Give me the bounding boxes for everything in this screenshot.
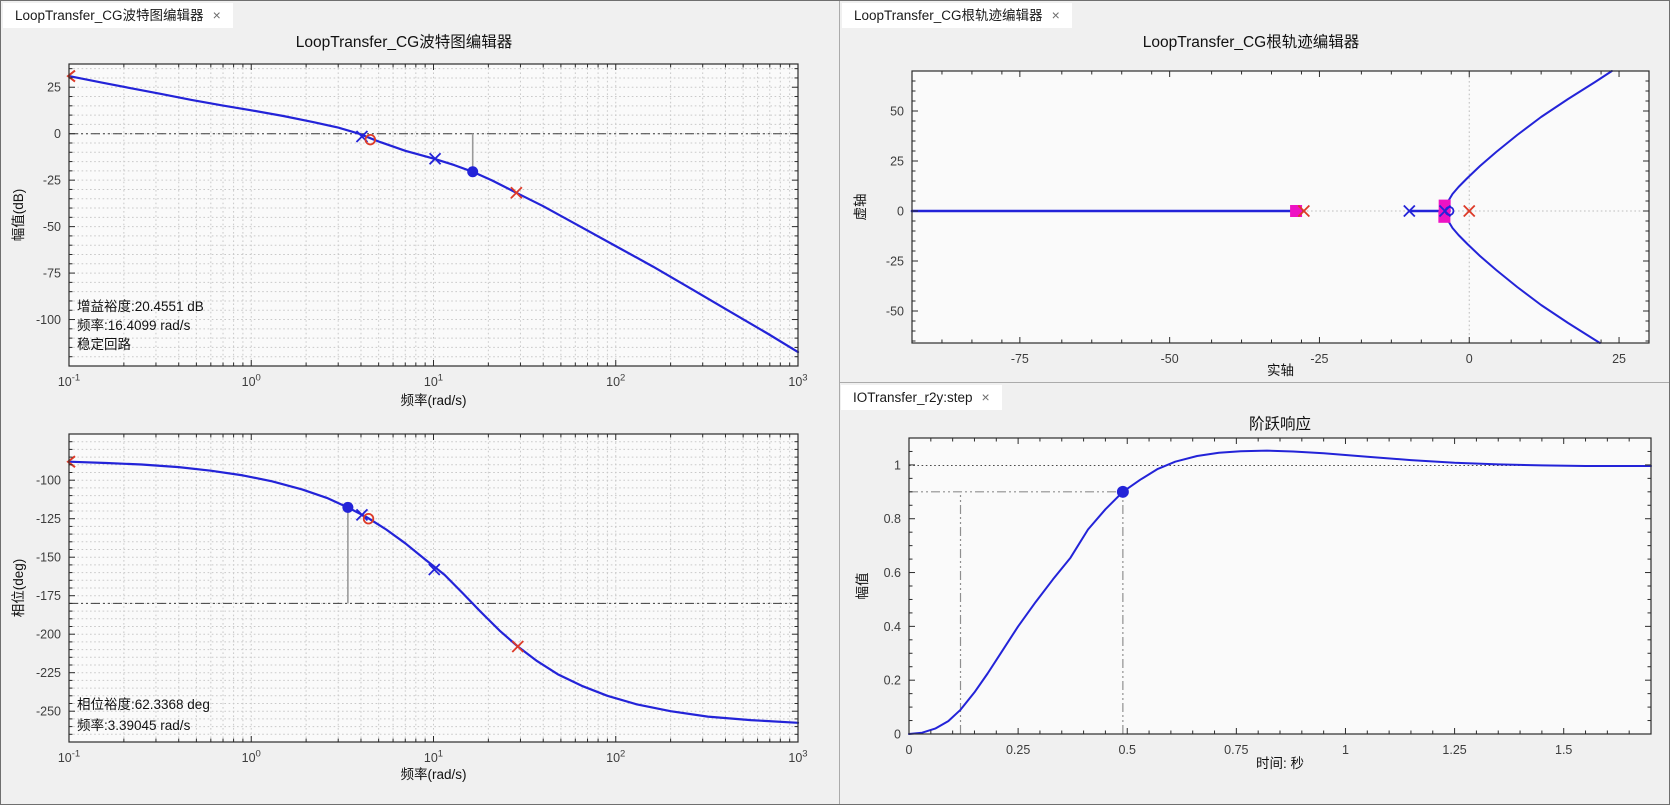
phase-margin-frequency: 频率:3.39045 rad/s <box>77 718 191 733</box>
root-locus-plot-xlabel: 实轴 <box>1267 363 1294 378</box>
svg-text:-200: -200 <box>36 628 61 642</box>
step-response-plot-axes: 0 0.25 0.5 0.75 1 1.25 1.5 0 0.2 0.4 0.6 0.8 1 时间: 秒 幅… <box>855 437 1652 771</box>
locus-branch-lower <box>1446 215 1601 344</box>
bode-phase-plot-markers[interactable] <box>66 455 524 653</box>
step-response-plot: 0 0.25 0.5 0.75 1 1.25 1.5 0 0.2 0.4 0.6 0.8 1 时间: 秒 幅… <box>855 437 1652 771</box>
svg-text:100: 100 <box>242 749 261 766</box>
svg-text:0.6: 0.6 <box>884 566 901 580</box>
svg-text:0.5: 0.5 <box>1119 743 1136 757</box>
svg-text:10-1: 10-1 <box>58 749 80 766</box>
gain-margin-annotation: 增益裕度:20.4551 dB 频率:16.4099 rad/s 稳定回路 <box>77 297 204 354</box>
svg-text:-250: -250 <box>36 705 61 719</box>
tab-bode-close-icon[interactable]: × <box>212 7 221 23</box>
tab-step-response[interactable]: IOTransfer_r2y:step × <box>841 385 1002 410</box>
svg-text:-75: -75 <box>43 267 61 281</box>
svg-text:103: 103 <box>788 373 807 390</box>
bode-editor-title: LoopTransfer_CG波特图编辑器 <box>295 34 513 51</box>
svg-text:-25: -25 <box>886 255 904 269</box>
tab-step-response-label: IOTransfer_r2y:step <box>853 390 973 405</box>
step-response-plot-xlabel: 时间: 秒 <box>1256 756 1304 771</box>
gain-margin-frequency: 频率:16.4099 rad/s <box>77 318 191 333</box>
svg-text:1: 1 <box>1342 743 1349 757</box>
svg-text:100: 100 <box>242 373 261 390</box>
tab-bode-editor[interactable]: LoopTransfer_CG波特图编辑器 × <box>3 3 233 28</box>
bode-phase-plot-xlabel: 频率(rad/s) <box>400 766 466 782</box>
svg-text:-75: -75 <box>1011 352 1029 366</box>
svg-text:0: 0 <box>906 743 913 757</box>
svg-text:1.25: 1.25 <box>1442 743 1466 757</box>
svg-text:-100: -100 <box>36 313 61 327</box>
svg-text:-50: -50 <box>43 220 61 234</box>
svg-text:0.2: 0.2 <box>884 674 901 688</box>
tab-root-locus-label: LoopTransfer_CG根轨迹编辑器 <box>854 8 1043 23</box>
svg-text:-125: -125 <box>36 512 61 526</box>
svg-text:101: 101 <box>424 373 443 390</box>
svg-text:101: 101 <box>424 749 443 766</box>
svg-text:25: 25 <box>890 155 904 169</box>
bode-phase-plot-axes: 10-1 100 101 102 103 -100 -125 -150 -175 -200 -225… <box>11 433 808 782</box>
panel-divider-horizontal <box>840 382 1669 383</box>
step-response-plot-ylabel: 幅值 <box>855 573 870 600</box>
phase-margin-annotation: 相位裕度:62.3368 deg 频率:3.39045 rad/s <box>77 694 210 736</box>
svg-text:-225: -225 <box>36 666 61 680</box>
svg-text:103: 103 <box>788 749 807 766</box>
bode-magnitude-plot-axes: 10-1 100 101 102 103 25 0 -25 -50 -75 -100 频率(rad/s… <box>11 63 808 408</box>
svg-text:1.5: 1.5 <box>1555 743 1572 757</box>
svg-text:0: 0 <box>894 728 901 742</box>
tab-root-locus-close-icon[interactable]: × <box>1051 7 1060 23</box>
svg-text:-50: -50 <box>886 305 904 319</box>
svg-text:0.4: 0.4 <box>884 620 901 634</box>
svg-text:0.8: 0.8 <box>884 512 901 526</box>
svg-text:10-1: 10-1 <box>58 373 80 390</box>
step-response-plot-markers[interactable] <box>1116 485 1129 498</box>
bode-magnitude-plot-markers[interactable] <box>66 69 523 199</box>
svg-text:-150: -150 <box>36 551 61 565</box>
svg-text:0.75: 0.75 <box>1224 743 1248 757</box>
svg-text:-100: -100 <box>36 474 61 488</box>
svg-text:0.25: 0.25 <box>1006 743 1030 757</box>
svg-text:0: 0 <box>1466 352 1473 366</box>
root-locus-plot-ylabel: 虚轴 <box>853 194 868 221</box>
svg-text:102: 102 <box>606 373 625 390</box>
tab-step-close-icon[interactable]: × <box>981 389 990 405</box>
panel-divider-vertical <box>839 1 840 804</box>
bode-phase-plot-ylabel: 相位(deg) <box>11 559 26 618</box>
svg-text:-25: -25 <box>43 174 61 188</box>
svg-text:-50: -50 <box>1161 352 1179 366</box>
step-response-title: 阶跃响应 <box>1248 416 1311 433</box>
step-response <box>908 449 1652 735</box>
svg-text:0: 0 <box>897 205 904 219</box>
svg-text:0: 0 <box>54 127 61 141</box>
bode-magnitude-plot: 10-1 100 101 102 103 25 0 -25 -50 -75 -100 频率(rad/s… <box>11 63 808 408</box>
root-locus-plot-axes: -75 -50 -25 0 25 50 25 0 -25 -50 实轴 虚轴 <box>853 70 1650 378</box>
phase-margin-value: 相位裕度:62.3368 deg <box>77 697 210 712</box>
open-loop-phase <box>67 460 800 724</box>
loop-stability-status: 稳定回路 <box>77 337 131 352</box>
svg-text:1: 1 <box>894 458 901 472</box>
svg-text:-25: -25 <box>1310 352 1328 366</box>
svg-text:-175: -175 <box>36 589 61 603</box>
root-locus-plot: -75 -50 -25 0 25 50 25 0 -25 -50 实轴 虚轴 <box>853 70 1650 378</box>
tab-bode-editor-label: LoopTransfer_CG波特图编辑器 <box>15 8 204 23</box>
open-loop-magnitude <box>67 74 800 354</box>
root-locus-title: LoopTransfer_CG根轨迹编辑器 <box>1142 34 1360 51</box>
bode-magnitude-plot-ylabel: 幅值(dB) <box>11 189 26 242</box>
locus-branch-upper <box>1446 70 1613 207</box>
bode-phase-plot-grid <box>69 434 798 742</box>
tab-root-locus-editor[interactable]: LoopTransfer_CG根轨迹编辑器 × <box>842 3 1072 28</box>
svg-text:102: 102 <box>606 749 625 766</box>
svg-text:25: 25 <box>1612 352 1626 366</box>
gain-margin-value: 增益裕度:20.4551 dB <box>77 299 204 314</box>
root-locus-plot-markers[interactable] <box>1290 199 1476 223</box>
bode-phase-plot: 10-1 100 101 102 103 -100 -125 -150 -175 -200 -225… <box>11 433 808 782</box>
svg-text:50: 50 <box>890 105 904 119</box>
bode-magnitude-plot-xlabel: 频率(rad/s) <box>400 392 466 408</box>
svg-text:25: 25 <box>47 81 61 95</box>
